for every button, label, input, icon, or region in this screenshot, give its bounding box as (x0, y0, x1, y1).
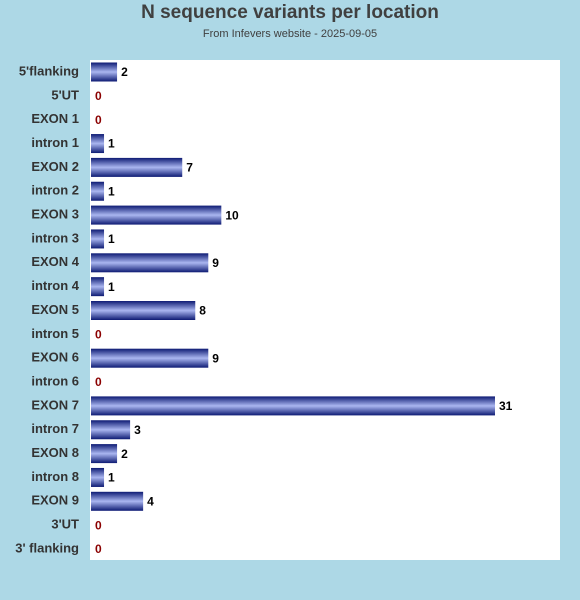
category-label-intron-5: intron 5 (31, 326, 79, 341)
bar-exon-8 (91, 444, 118, 464)
category-label-5-ut: 5'UT (51, 87, 79, 102)
bar-intron-1 (91, 134, 105, 154)
value-label-intron-1: 1 (108, 137, 115, 151)
category-label-exon-8: EXON 8 (31, 445, 79, 460)
bar-group (91, 62, 495, 511)
value-label-exon-5: 8 (199, 304, 206, 318)
value-label-exon-7: 31 (499, 399, 513, 413)
category-label-intron-4: intron 4 (31, 278, 79, 293)
value-label-intron-2: 1 (108, 184, 115, 198)
bar-exon-5 (91, 301, 196, 320)
value-label-exon-2: 7 (186, 161, 193, 175)
category-label-3-ut: 3'UT (51, 517, 79, 532)
bar-exon-9 (91, 491, 144, 511)
category-label-group: 5'flanking 5'UT EXON 1 intron 1 EXON 2 intron… (15, 63, 80, 555)
category-label-intron-6: intron 6 (31, 373, 79, 388)
bar-5-flanking (91, 62, 118, 82)
value-label-5-flanking: 2 (121, 65, 128, 79)
value-label-3-flanking: 0 (95, 542, 102, 556)
value-label-exon-4: 9 (212, 256, 219, 270)
category-label-intron-2: intron 2 (31, 183, 79, 198)
category-label-exon-3: EXON 3 (31, 207, 79, 222)
bar-exon-2 (91, 157, 183, 177)
value-label-intron-7: 3 (134, 423, 141, 437)
category-label-exon-7: EXON 7 (31, 397, 79, 412)
category-label-exon-6: EXON 6 (31, 350, 79, 365)
category-label-exon-9: EXON 9 (31, 493, 79, 508)
category-label-exon-4: EXON 4 (31, 254, 79, 269)
chart-subtitle: From Infevers website - 2025-09-05 (202, 28, 378, 40)
category-label-exon-1: EXON 1 (31, 111, 79, 126)
value-label-exon-6: 9 (212, 351, 219, 365)
value-label-intron-6: 0 (95, 375, 102, 389)
bar-intron-2 (91, 181, 105, 201)
value-label-5-ut: 0 (95, 89, 102, 103)
value-label-3-ut: 0 (95, 518, 102, 532)
category-label-intron-7: intron 7 (31, 421, 79, 436)
bar-intron-7 (91, 420, 131, 440)
chart-title: N sequence variants per location (141, 2, 439, 23)
category-label-exon-2: EXON 2 (31, 159, 79, 174)
bar-intron-8 (91, 467, 105, 487)
value-label-intron-8: 1 (108, 471, 115, 485)
category-label-intron-8: intron 8 (31, 469, 79, 484)
value-label-intron-4: 1 (108, 280, 115, 294)
bar-exon-6 (91, 348, 209, 368)
bar-exon-3 (91, 205, 222, 225)
bar-intron-4 (91, 277, 105, 297)
value-label-intron-3: 1 (108, 232, 115, 246)
bar-intron-3 (91, 229, 105, 249)
bar-exon-7 (91, 396, 495, 416)
category-label-3-flanking: 3' flanking (15, 540, 79, 555)
category-label-intron-1: intron 1 (31, 135, 79, 150)
value-label-exon-8: 2 (121, 447, 128, 461)
category-label-5-flanking: 5'flanking (19, 63, 79, 78)
category-label-exon-5: EXON 5 (31, 302, 79, 317)
value-label-intron-5: 0 (95, 328, 102, 342)
bar-exon-4 (91, 253, 209, 273)
value-label-exon-3: 10 (225, 208, 239, 222)
category-label-intron-3: intron 3 (31, 230, 79, 245)
value-label-exon-9: 4 (147, 494, 154, 508)
value-label-exon-1: 0 (95, 113, 102, 127)
